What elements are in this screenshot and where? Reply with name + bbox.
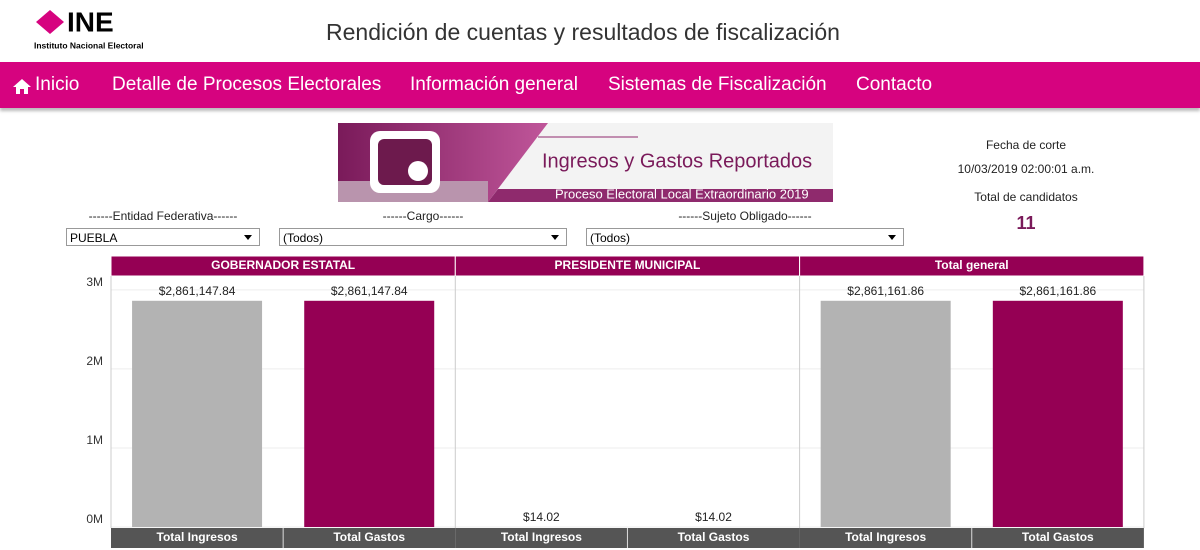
candidates-label: Total de candidatos	[974, 190, 1078, 204]
candidates-count: 11	[1016, 213, 1036, 233]
filter-select[interactable]: (Todos)	[586, 228, 904, 246]
x-tick-label: Total Ingresos	[501, 530, 582, 544]
filter-label: ------Entidad Federativa------	[88, 209, 238, 223]
value-label: $14.02	[695, 510, 732, 524]
filter-label: ------Cargo------	[382, 209, 464, 223]
cutoff-label: Fecha de corte	[985, 138, 1067, 152]
home-icon[interactable]	[13, 78, 31, 94]
value-label: $2,861,147.84	[331, 284, 408, 298]
panel-title: GOBERNADOR ESTATAL	[211, 258, 355, 272]
logo-text: INE	[67, 10, 114, 37]
value-label: $14.02	[523, 510, 560, 524]
value-label: $2,861,161.86	[1019, 284, 1096, 298]
x-tick-label: Total Gastos	[678, 530, 750, 544]
x-tick-label: Total Gastos	[333, 530, 405, 544]
chart: 0M 1M 2M 3M GOBERNADOR ESTATAL $2,861,147.84 T…	[86, 255, 1145, 548]
filter-select[interactable]: PUEBLA	[66, 228, 260, 246]
banner-title: Ingresos y Gastos Reportados	[542, 150, 812, 172]
x-tick-label: Total Gastos	[1022, 530, 1094, 544]
info: Fecha de corte 10/03/2019 02:00:01 a.m. …	[926, 138, 1126, 234]
bar	[992, 300, 1123, 527]
nav-link[interactable]: Inicio	[35, 74, 80, 95]
y-tick-label: 1M	[86, 433, 103, 447]
page-title: Rendición de cuentas y resultados de fis…	[326, 19, 840, 45]
nav-link[interactable]: Información general	[410, 74, 578, 95]
logo-diamond	[36, 10, 64, 34]
filter-select[interactable]: (Todos)	[279, 228, 567, 246]
y-tick-label: 3M	[86, 275, 103, 289]
cutoff-date: 10/03/2019 02:00:01 a.m.	[957, 162, 1095, 176]
nav-link[interactable]: Detalle de Procesos Electorales	[112, 74, 382, 95]
y-tick-label: 2M	[86, 354, 103, 368]
value-label: $2,861,147.84	[159, 284, 236, 298]
panel-title: PRESIDENTE MUNICIPAL	[555, 258, 701, 272]
x-tick-label: Total Ingresos	[157, 530, 238, 544]
x-tick-label: Total Ingresos	[845, 530, 926, 544]
logo-subtitle: Instituto Nacional Electoral	[34, 40, 144, 50]
nav-link[interactable]: Contacto	[856, 74, 933, 95]
bar	[820, 300, 951, 527]
filter-label: ------Sujeto Obligado------	[678, 209, 812, 223]
banner-subtitle: Proceso Electoral Local Extraordinario 2…	[555, 186, 809, 201]
bar	[304, 300, 435, 527]
nav-bar: Inicio Detalle de Procesos Electorales I…	[0, 62, 1200, 108]
value-label: $2,861,161.86	[847, 284, 924, 298]
banner: Ingresos y Gastos Reportados Proceso Ele…	[338, 123, 833, 202]
nav-link[interactable]: Sistemas de Fiscalización	[608, 74, 827, 95]
logo: INE Instituto Nacional Electoral	[34, 10, 144, 50]
panel-header	[799, 255, 1145, 277]
bar	[132, 300, 263, 527]
y-tick-label: 0M	[86, 512, 103, 526]
panel-title: Total general	[935, 258, 1009, 272]
